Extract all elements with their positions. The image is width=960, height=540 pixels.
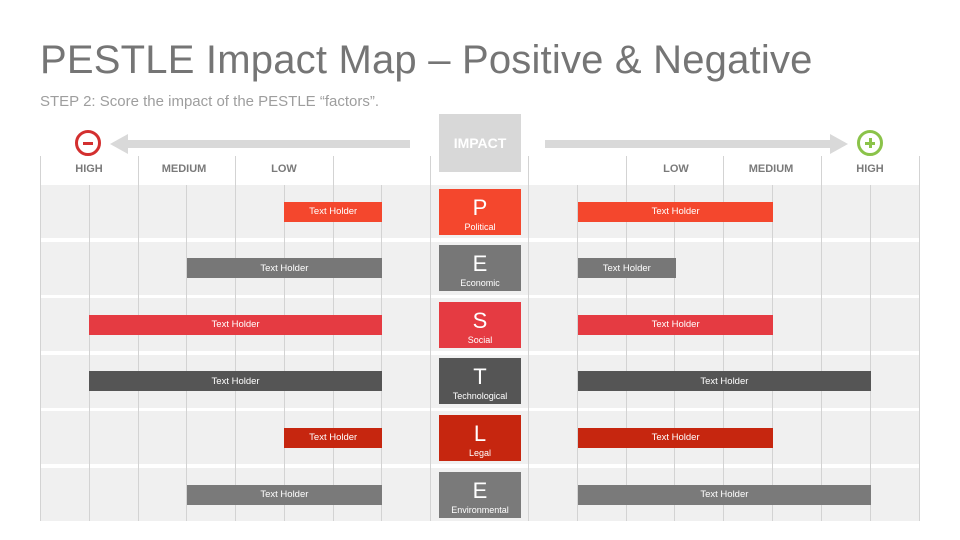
factor-letter: E bbox=[472, 251, 488, 277]
grid-line bbox=[723, 156, 724, 521]
grid-line bbox=[674, 185, 675, 521]
grid-line bbox=[919, 156, 920, 521]
positive-scale-high: HIGH bbox=[856, 163, 884, 175]
grid-line bbox=[625, 156, 627, 521]
positive-impact-bar: Text Holder bbox=[578, 484, 871, 505]
positive-scale-medium: MEDIUM bbox=[748, 163, 794, 175]
arrow-right-icon bbox=[830, 134, 848, 154]
positive-scale-low: LOW bbox=[663, 163, 689, 175]
positive-impact-bar: Text Holder bbox=[578, 314, 774, 335]
factor-name: Technological bbox=[452, 391, 508, 402]
positive-impact-bar: Text Holder bbox=[578, 427, 774, 448]
factor-letter: E bbox=[472, 477, 488, 503]
negative-impact-bar: Text Holder bbox=[89, 371, 382, 392]
arrow-left-icon bbox=[110, 134, 128, 154]
positive-arrow bbox=[545, 140, 831, 148]
page-title: PESTLE Impact Map – Positive & Negative bbox=[40, 38, 813, 82]
grid-line bbox=[870, 185, 871, 521]
impact-label: IMPACT bbox=[439, 114, 521, 172]
grid-line bbox=[137, 156, 139, 521]
page-subtitle: STEP 2: Score the impact of the PESTLE “… bbox=[40, 93, 380, 110]
grid-line bbox=[381, 185, 382, 521]
factor-economic-box: E Economic bbox=[439, 245, 521, 292]
factor-letter: S bbox=[472, 307, 488, 333]
factor-technological-box: T Technological bbox=[439, 358, 521, 405]
factor-legal-box: L Legal bbox=[439, 414, 521, 461]
plus-circle-icon bbox=[857, 130, 883, 156]
negative-impact-bar: Text Holder bbox=[284, 427, 382, 448]
negative-impact-bar: Text Holder bbox=[186, 258, 382, 279]
grid-line bbox=[821, 156, 822, 521]
factor-letter: P bbox=[472, 194, 488, 220]
factor-name: Environmental bbox=[451, 504, 509, 515]
grid-line bbox=[40, 156, 41, 521]
negative-arrow bbox=[126, 140, 410, 148]
positive-impact-bar: Text Holder bbox=[578, 201, 774, 222]
negative-scale-low: LOW bbox=[271, 163, 297, 175]
positive-impact-bar: Text Holder bbox=[578, 258, 676, 279]
factor-name: Political bbox=[464, 221, 496, 232]
factor-environmental-box: E Environmental bbox=[439, 471, 521, 518]
factor-social-box: S Social bbox=[439, 301, 521, 348]
factor-letter: L bbox=[473, 420, 487, 446]
negative-scale-medium: MEDIUM bbox=[161, 163, 207, 175]
factor-political-box: P Political bbox=[439, 188, 521, 235]
grid-line bbox=[186, 185, 187, 521]
factor-name: Legal bbox=[468, 447, 492, 458]
grid-line bbox=[332, 156, 334, 521]
minus-circle-icon bbox=[75, 130, 101, 156]
factor-name: Economic bbox=[460, 278, 500, 289]
factor-letter: T bbox=[473, 364, 487, 390]
factor-name: Social bbox=[467, 334, 493, 345]
positive-impact-bar: Text Holder bbox=[578, 371, 871, 392]
grid-line bbox=[284, 185, 285, 521]
grid-line bbox=[235, 156, 236, 521]
grid-line bbox=[528, 156, 529, 521]
negative-impact-bar: Text Holder bbox=[284, 201, 382, 222]
negative-scale-high: HIGH bbox=[75, 163, 103, 175]
grid-line bbox=[577, 185, 578, 521]
negative-impact-bar: Text Holder bbox=[186, 484, 382, 505]
negative-impact-bar: Text Holder bbox=[89, 314, 382, 335]
grid-line bbox=[772, 185, 773, 521]
grid-line bbox=[89, 185, 90, 521]
grid-line bbox=[430, 156, 431, 521]
